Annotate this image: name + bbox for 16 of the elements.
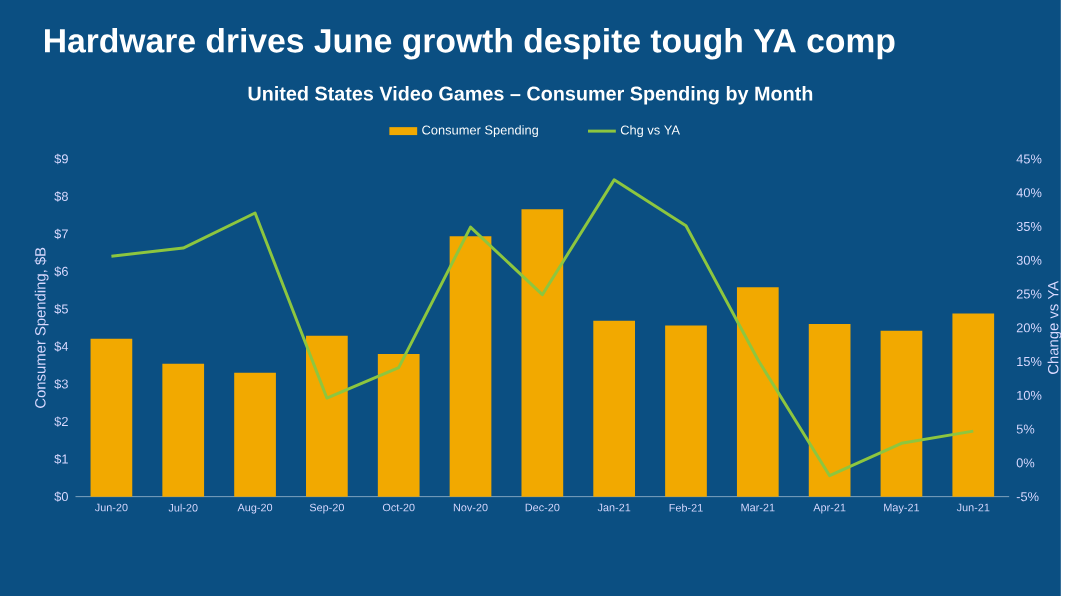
bar <box>593 320 636 497</box>
bar <box>521 209 564 497</box>
bar <box>736 287 779 497</box>
bar <box>162 363 205 497</box>
chart-title: Hardware drives June growth despite tough YA comp <box>45 27 895 60</box>
bar <box>90 338 133 497</box>
bar <box>808 324 851 497</box>
bar <box>306 335 348 497</box>
bar <box>377 354 420 497</box>
chart-subtitle: United States Video Games – Consumer Spending by Month <box>248 86 813 105</box>
bar <box>449 236 492 497</box>
bar <box>665 325 707 497</box>
bar <box>234 372 276 497</box>
bar <box>952 313 995 497</box>
bar <box>880 330 923 497</box>
line-series <box>109 178 975 478</box>
